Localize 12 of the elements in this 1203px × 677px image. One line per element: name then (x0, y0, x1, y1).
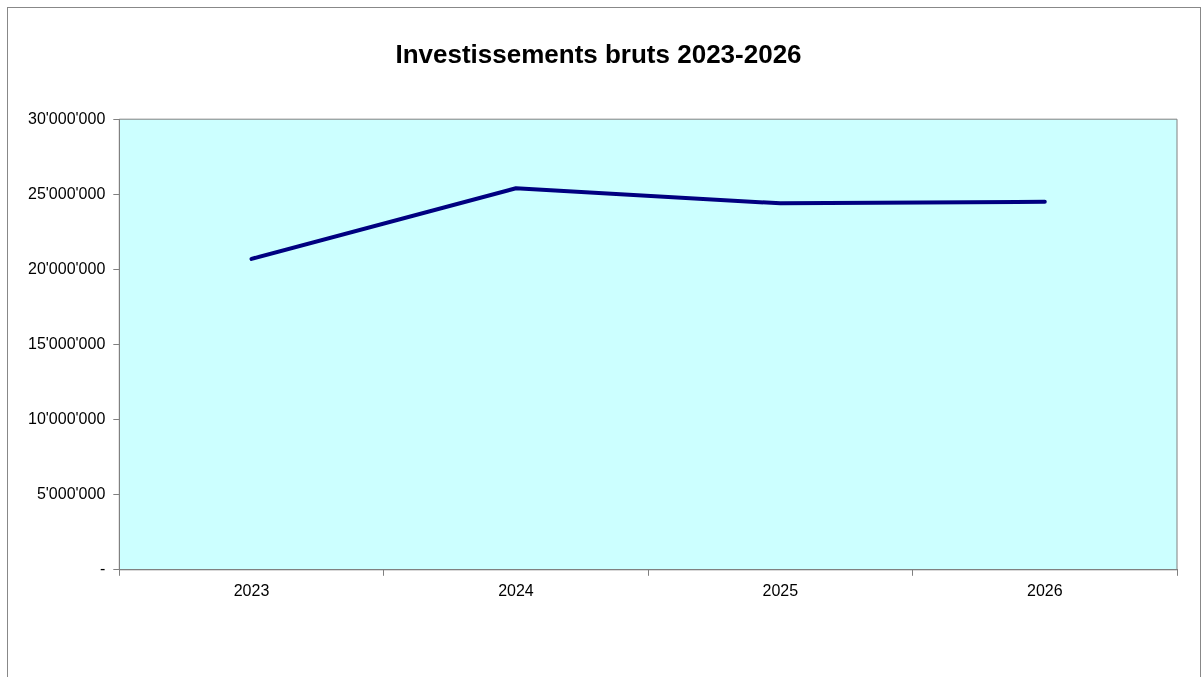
y-tick-label: 20'000'000 (28, 259, 106, 277)
chart-title: Investissements bruts 2023-2026 (395, 38, 802, 69)
y-tick-label: 5'000'000 (36, 485, 106, 503)
y-tick-label: 10'000'000 (28, 410, 106, 428)
y-tick-label: 30'000'000 (28, 109, 106, 127)
x-tick-label: 2023 (233, 581, 270, 599)
x-tick-label: 2026 (1026, 581, 1063, 599)
y-tick-label: 25'000'000 (28, 184, 106, 202)
x-tick-label: 2024 (498, 581, 534, 599)
y-tick-label: - (99, 560, 106, 578)
y-tick-label: 15'000'000 (28, 334, 106, 352)
x-tick-label: 2025 (762, 581, 799, 599)
